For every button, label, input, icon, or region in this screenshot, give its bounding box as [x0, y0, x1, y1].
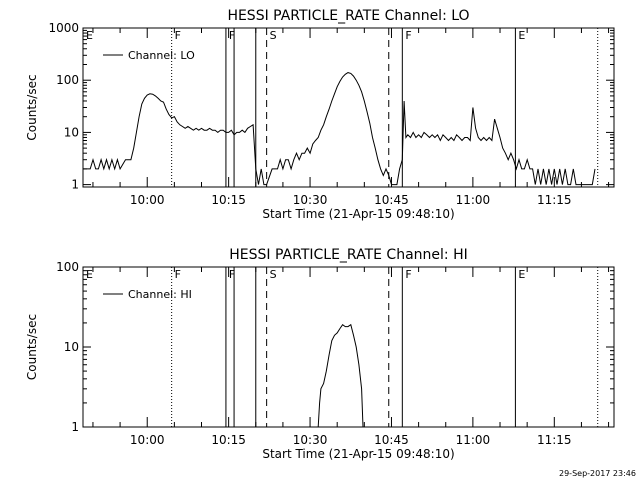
- chart-1-y-tick-label: 1: [71, 420, 79, 434]
- chart-0-x-axis-label: Start Time (21-Apr-15 09:48:10): [262, 207, 454, 221]
- chart-1-x-tick-label: 11:00: [456, 433, 491, 447]
- chart-0-event-marker-label: E: [86, 29, 93, 42]
- chart-0-x-tick-label: 11:00: [456, 193, 491, 207]
- chart-1-y-axis-label: Counts/sec: [25, 314, 39, 380]
- chart-0-y-tick-label: 10: [64, 125, 79, 139]
- chart-1-x-tick-label: 10:15: [211, 433, 246, 447]
- chart-1-event-marker-label: E: [86, 268, 93, 281]
- chart-1-x-tick-label: 10:00: [130, 433, 165, 447]
- chart-1-y-tick-label: 10: [64, 340, 79, 354]
- chart-0-event-marker-label: F: [405, 29, 411, 42]
- hi-channel-panel: HESSI PARTICLE_RATE Channel: HI 1 10 100 10:…: [25, 247, 615, 461]
- chart-0-event-marker-label: E: [518, 29, 525, 42]
- chart-1-event-marker-label: E: [518, 268, 525, 281]
- chart-1-event-marker-label: F: [405, 268, 411, 281]
- chart-0-event-marker-label: F: [175, 29, 181, 42]
- chart-1-title: HESSI PARTICLE_RATE Channel: HI: [229, 247, 467, 263]
- chart-0-y-tick-label: 1000: [48, 21, 79, 35]
- chart-0-y-tick-label: 1: [71, 178, 79, 192]
- chart-1-x-tick-label: 10:30: [293, 433, 328, 447]
- chart-0-series-line-0: [83, 72, 596, 186]
- chart-1-x-tick-label: 10:45: [374, 433, 409, 447]
- chart-0-y-tick-label: 100: [56, 73, 79, 87]
- chart-0-y-axis-label: Counts/sec: [25, 74, 39, 140]
- chart-1-y-tick-label: 100: [56, 260, 79, 274]
- footer-timestamp: 29-Sep-2017 23:46: [559, 469, 636, 478]
- chart-1-legend-entry: Channel: HI: [128, 288, 192, 301]
- chart-1-series-line-0: [317, 323, 364, 428]
- chart-1-event-marker-label: F: [175, 268, 181, 281]
- chart-0-event-marker-label: F: [229, 29, 235, 42]
- chart-0-legend-entry: Channel: LO: [128, 49, 195, 62]
- chart-1-event-marker-label: S: [270, 268, 277, 281]
- chart-0-event-marker-label: S: [270, 29, 277, 42]
- chart-0-x-tick-label: 10:00: [130, 193, 165, 207]
- chart-0-x-tick-label: 11:15: [537, 193, 572, 207]
- chart-0-x-tick-label: 10:15: [211, 193, 246, 207]
- chart-0-x-tick-label: 10:30: [293, 193, 328, 207]
- lo-channel-panel: HESSI PARTICLE_RATE Channel: LO 1 10 100 100…: [25, 8, 615, 221]
- chart-1-x-axis-label: Start Time (21-Apr-15 09:48:10): [262, 447, 454, 461]
- chart-1-event-marker-label: F: [229, 268, 235, 281]
- chart-1-x-tick-label: 11:15: [537, 433, 572, 447]
- chart-0-x-tick-label: 10:45: [374, 193, 409, 207]
- chart-0-title: HESSI PARTICLE_RATE Channel: LO: [227, 8, 469, 24]
